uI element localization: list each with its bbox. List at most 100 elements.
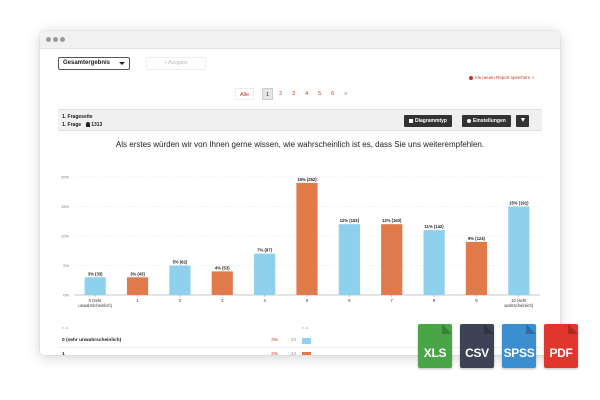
record-icon (468, 75, 473, 80)
x-tick-label: 10 (sehr wahrscheinlich) (504, 298, 533, 308)
window-dot[interactable] (60, 37, 65, 42)
export-formats: XLS CSV SPSS PDF (418, 324, 582, 370)
fold-corner (442, 324, 452, 334)
row-label: 0 (sehr unwahrscheinlich) (62, 338, 122, 343)
bar (381, 224, 403, 295)
x-tick-label: 7 (391, 298, 394, 303)
data-label: 12% (163) (382, 218, 402, 223)
bar (211, 271, 233, 295)
row-percent: 3% (271, 352, 278, 355)
x-tick-label: 4 (263, 298, 266, 303)
app-window: Gesamtergebnis + Ausgabe Als neuen Repor… (40, 31, 560, 355)
x-tick-label: 0 (sehr unwahrscheinlich) (78, 298, 112, 308)
settings-button[interactable]: Einstellungen (462, 115, 511, 127)
y-tick-label: 20% (61, 175, 69, 180)
y-tick-label: 0% (63, 293, 69, 298)
x-tick-label: 1 (136, 298, 139, 303)
table-row: 0 (sehr unwahrscheinlich) 3% 33 (58, 334, 542, 348)
y-tick-label: 15% (61, 204, 69, 209)
row-percent: 3% (271, 338, 278, 343)
x-tick-label: 2 (179, 298, 182, 303)
bar (254, 253, 276, 295)
data-label: 19% (252) (297, 177, 317, 182)
pager-page[interactable]: 5 (318, 91, 322, 97)
table-header-cell: n.a. (62, 325, 69, 330)
pdf-file-icon[interactable]: PDF (544, 324, 578, 368)
x-tick-label: 6 (348, 298, 351, 303)
download-button[interactable] (516, 115, 529, 127)
window-dot[interactable] (53, 37, 58, 42)
x-tick-label: 8 (433, 298, 436, 303)
bar (465, 241, 488, 295)
fold-corner (484, 324, 494, 334)
chart-type-button[interactable]: Diagrammtyp (404, 115, 452, 127)
table-header-cell: n.a. (302, 325, 309, 330)
export-label: CSV (465, 346, 489, 360)
page-label: 1. Frageseite (62, 114, 93, 120)
xls-file-icon[interactable]: XLS (418, 324, 452, 368)
title-bar (40, 31, 560, 49)
bar (296, 182, 318, 295)
export-label: XLS (423, 346, 447, 360)
y-tick-label: 5% (63, 263, 69, 268)
data-label: 5% (62) (173, 260, 188, 265)
plus-icon: + (164, 60, 169, 66)
download-icon (520, 118, 525, 122)
result-select-value: Gesamtergebnis (63, 60, 111, 66)
x-tick-label: 9 (475, 298, 478, 303)
person-icon (86, 122, 91, 127)
chart-title: Als erstes würden wir von Ihnen gerne wi… (115, 140, 485, 149)
data-label: 15% (191) (509, 201, 529, 206)
question-label: 1. Frage (62, 122, 82, 128)
pager-next[interactable]: » (344, 91, 348, 97)
pager-page[interactable]: 6 (331, 91, 335, 97)
result-select[interactable]: Gesamtergebnis (58, 57, 130, 70)
pager-all[interactable]: Alle (235, 88, 255, 100)
export-label: SPSS (503, 346, 535, 360)
csv-file-icon[interactable]: CSV (460, 324, 494, 368)
question-label-row: 1. Frage 1313 (62, 122, 102, 128)
settings-label: Einstellungen (473, 118, 506, 124)
pager-page[interactable]: 1 (262, 88, 274, 100)
ausgabe-button[interactable]: + Ausgabe (146, 57, 206, 70)
data-label: 4% (53) (215, 265, 230, 270)
data-label: 3% (33) (88, 271, 103, 276)
export-label: PDF (549, 346, 573, 360)
bar-chart-icon (409, 118, 413, 123)
y-tick-label: 10% (61, 234, 69, 239)
window-dot[interactable] (46, 37, 51, 42)
data-label: 12% (153) (340, 218, 360, 223)
chart-type-label: Diagrammtyp (415, 118, 447, 124)
fold-corner (568, 324, 578, 334)
x-tick-label: 5 (306, 298, 309, 303)
row-label: 1 (62, 352, 65, 355)
save-report-link[interactable]: Als neuen Report speichern » (468, 75, 534, 80)
gear-icon (467, 118, 471, 123)
data-label: 3% (43) (130, 271, 145, 276)
bar (169, 265, 191, 295)
table-row: 1 3% 43 (58, 348, 542, 355)
pagination: Alle 1 2 3 4 5 6 » (235, 88, 351, 100)
row-bar (302, 352, 311, 355)
pager-page[interactable]: 4 (305, 91, 309, 97)
row-count: 43 (290, 352, 296, 355)
bar (126, 277, 149, 295)
save-report-label: Als neuen Report speichern » (474, 75, 534, 80)
bar (84, 277, 106, 295)
chevron-down-icon (119, 62, 125, 65)
fold-corner (526, 324, 536, 334)
data-label: 11% (142) (425, 224, 445, 229)
bar (508, 206, 530, 295)
x-tick-label: 3 (221, 298, 224, 303)
row-bar (302, 338, 311, 344)
pager-page[interactable]: 3 (292, 91, 296, 97)
data-label: 7% (97) (257, 248, 272, 253)
spss-file-icon[interactable]: SPSS (502, 324, 536, 368)
ausgabe-label: Ausgabe (168, 60, 188, 66)
data-label: 9% (124) (468, 236, 486, 241)
bar-chart: 0% 5% 10% 15% 20% 3% (33) 0 (sehr unwahrscheinl… (61, 175, 540, 308)
bar (338, 224, 360, 295)
question-header: 1. Frageseite 1. Frage 1313 Diagrammtyp E… (58, 109, 542, 131)
table-header: n.a. n.a. (58, 325, 542, 332)
pager-page[interactable]: 2 (279, 91, 283, 97)
